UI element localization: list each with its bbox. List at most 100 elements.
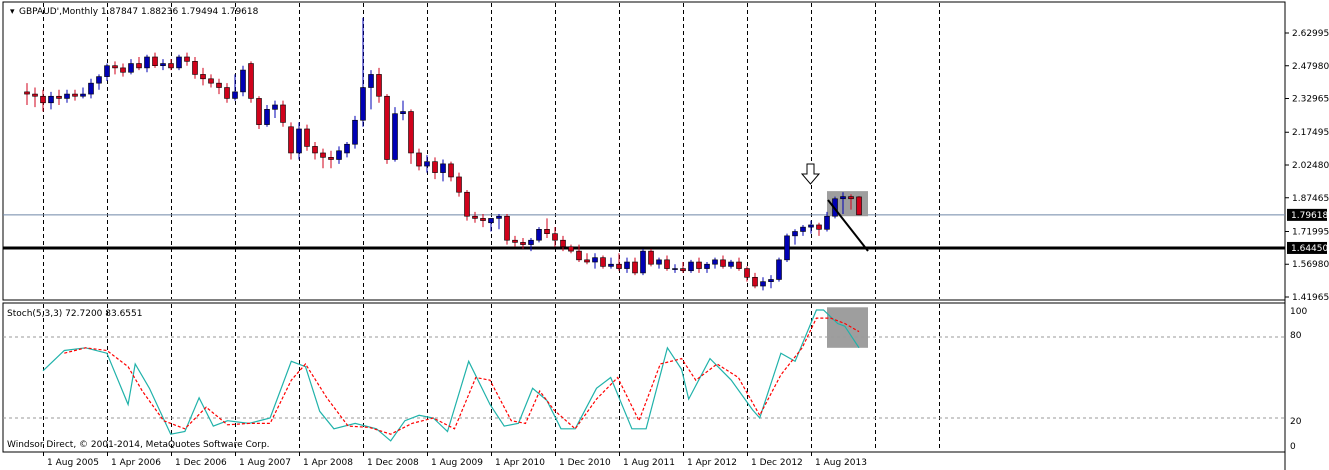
candle-body: [760, 281, 766, 287]
candle-body: [640, 250, 646, 274]
candle: [80, 87, 86, 99]
candle-body: [680, 268, 686, 272]
candle: [616, 253, 622, 271]
candle: [800, 224, 806, 236]
price-axis: 2.62995 2.47980 2.32965 2.17495 2.02480 1.874…: [1285, 29, 1329, 303]
candle-body: [552, 233, 558, 241]
candle-body: [560, 239, 566, 248]
candle-body: [456, 176, 462, 193]
candle-body: [376, 74, 382, 97]
candle: [56, 89, 62, 105]
candle: [336, 146, 342, 164]
candle-body: [496, 215, 502, 219]
candle-body: [784, 235, 790, 261]
candle-body: [856, 196, 862, 216]
candle-body: [568, 246, 574, 252]
candle: [504, 214, 510, 245]
candle-body: [256, 98, 262, 125]
candle: [552, 227, 558, 247]
price-tick-label: 1.56980: [1292, 260, 1329, 270]
candle-body: [440, 163, 446, 173]
candle: [200, 67, 206, 86]
price-tick-label: 2.62995: [1292, 29, 1329, 39]
stoch-level-20: 20: [1290, 417, 1302, 427]
stochastic-label: Stoch(5,3,3) 72.7200 83.6551: [7, 309, 142, 319]
candle: [544, 218, 550, 239]
candle: [624, 257, 630, 273]
candle: [264, 104, 270, 127]
candle-body: [176, 56, 182, 69]
candle: [248, 61, 254, 103]
candle: [840, 192, 846, 215]
candle-body: [80, 93, 86, 97]
candle: [632, 257, 638, 276]
candle: [40, 89, 46, 112]
candle-body: [96, 76, 102, 84]
candle: [144, 54, 150, 73]
candle: [560, 235, 566, 252]
candle-body: [592, 257, 598, 263]
candle-body: [304, 128, 310, 147]
candle-body: [400, 111, 406, 114]
candle: [688, 259, 694, 273]
time-tick-label: 1 Apr 2012: [687, 458, 737, 468]
candle-body: [624, 261, 630, 269]
candle: [104, 63, 110, 81]
candle-body: [808, 224, 814, 228]
candle: [480, 214, 486, 228]
candle: [592, 253, 598, 269]
candle-body: [352, 119, 358, 145]
candle: [856, 196, 862, 216]
candle-body: [464, 191, 470, 217]
candle: [360, 17, 366, 127]
candle-body: [752, 276, 758, 287]
candle: [88, 78, 94, 99]
candle: [64, 89, 70, 103]
menu-triangle-icon[interactable]: ▾: [10, 7, 15, 17]
candle-body: [688, 261, 694, 272]
candle-body: [712, 259, 718, 265]
candle: [744, 266, 750, 282]
candle: [672, 264, 678, 273]
candle: [72, 89, 78, 101]
candle-body: [520, 242, 526, 245]
candle: [656, 257, 662, 269]
price-tick-label: 1.87465: [1292, 194, 1329, 204]
candle-body: [144, 56, 150, 69]
candle-body: [72, 93, 78, 97]
candle: [256, 96, 262, 129]
candle-body: [408, 111, 414, 154]
candle-body: [672, 268, 678, 270]
candles: [24, 17, 862, 291]
price-tick-label: 1.71995: [1292, 227, 1329, 237]
candle-body: [704, 263, 710, 269]
time-tick-label: 1 Apr 2008: [303, 458, 353, 468]
price-tick-label: 2.47980: [1292, 62, 1329, 72]
candle-body: [288, 126, 294, 154]
time-tick-label: 1 Dec 2012: [751, 458, 803, 468]
candle: [160, 59, 166, 71]
copyright-text: Windsor Direct, © 2001-2014, MetaQuotes …: [7, 440, 270, 450]
candle: [704, 262, 710, 273]
candle: [528, 238, 534, 252]
candle: [24, 83, 30, 105]
current-price-tag: 1.79618: [1287, 208, 1328, 221]
candle-body: [264, 109, 270, 125]
candle-body: [776, 259, 782, 280]
candle-body: [88, 82, 94, 95]
candle: [240, 65, 246, 97]
candle-body: [600, 257, 606, 267]
stoch-level-0: 0: [1290, 442, 1296, 452]
candle-body: [736, 261, 742, 269]
candle: [120, 63, 126, 77]
candle-body: [648, 250, 654, 265]
candle: [824, 211, 830, 232]
candle-body: [424, 161, 430, 167]
candle-body: [384, 95, 390, 160]
candle: [384, 94, 390, 164]
candle: [376, 67, 382, 103]
time-tick-label: 1 Aug 2005: [47, 458, 99, 468]
candle-body: [840, 196, 846, 200]
candle-body: [768, 279, 774, 282]
